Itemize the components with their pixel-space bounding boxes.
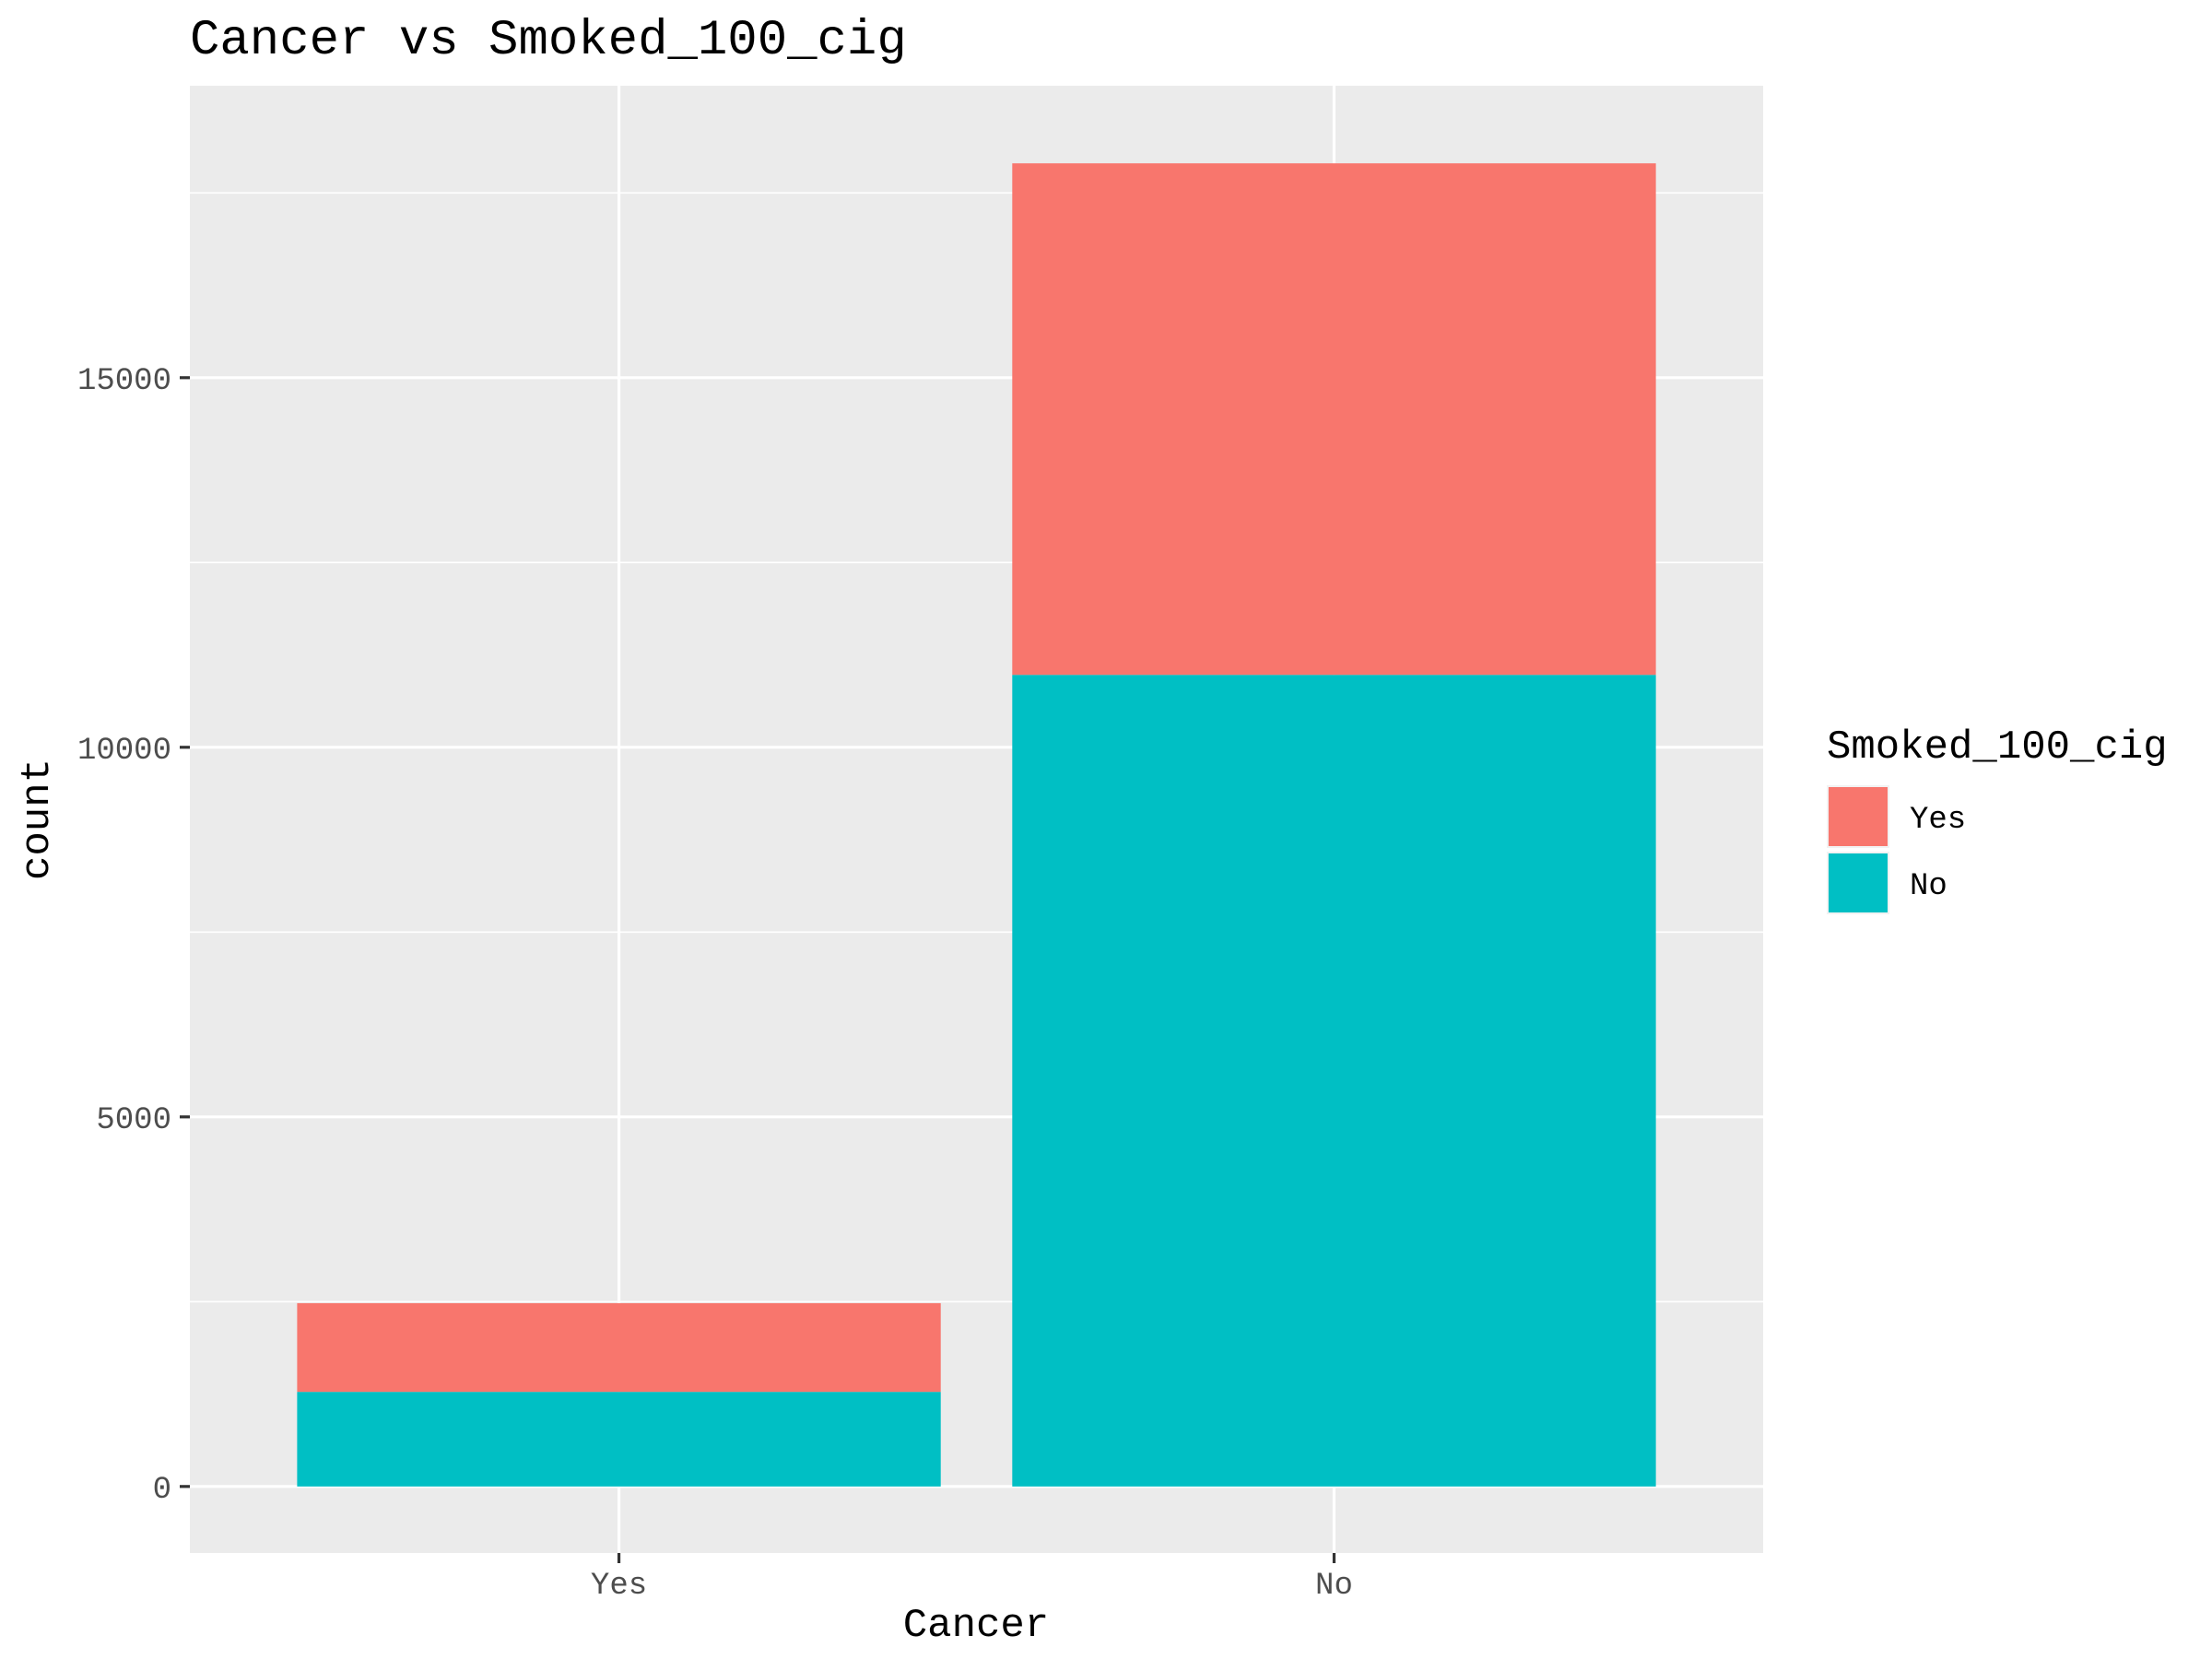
y-tick-label: 15000 bbox=[77, 364, 171, 399]
bar-no-no bbox=[1012, 675, 1656, 1487]
bars bbox=[297, 163, 1656, 1487]
y-tick-label: 0 bbox=[153, 1473, 171, 1508]
y-tick-label: 5000 bbox=[96, 1103, 171, 1138]
y-axis: 0 5000 10000 15000 bbox=[77, 364, 190, 1508]
x-axis: Yes No bbox=[591, 1553, 1353, 1604]
bar-yes-no bbox=[297, 1392, 941, 1487]
y-tick-label: 10000 bbox=[77, 734, 171, 769]
bar-no-yes bbox=[1012, 163, 1656, 676]
chart-title: Cancer vs Smoked_100_cig bbox=[190, 13, 907, 69]
x-tick-label: Yes bbox=[591, 1569, 647, 1604]
x-tick-label: No bbox=[1315, 1569, 1353, 1604]
legend-swatch-no bbox=[1829, 853, 1888, 912]
y-axis-title: count bbox=[15, 759, 61, 880]
legend: Smoked_100_cig Yes No bbox=[1827, 724, 2168, 914]
legend-label-no: No bbox=[1910, 869, 1947, 904]
legend-swatch-yes bbox=[1829, 787, 1888, 846]
legend-entries: Yes No bbox=[1827, 785, 1966, 914]
x-axis-title: Cancer bbox=[903, 1603, 1049, 1649]
legend-title: Smoked_100_cig bbox=[1827, 724, 2168, 771]
bar-yes-yes bbox=[297, 1302, 941, 1393]
legend-label-yes: Yes bbox=[1910, 803, 1966, 838]
